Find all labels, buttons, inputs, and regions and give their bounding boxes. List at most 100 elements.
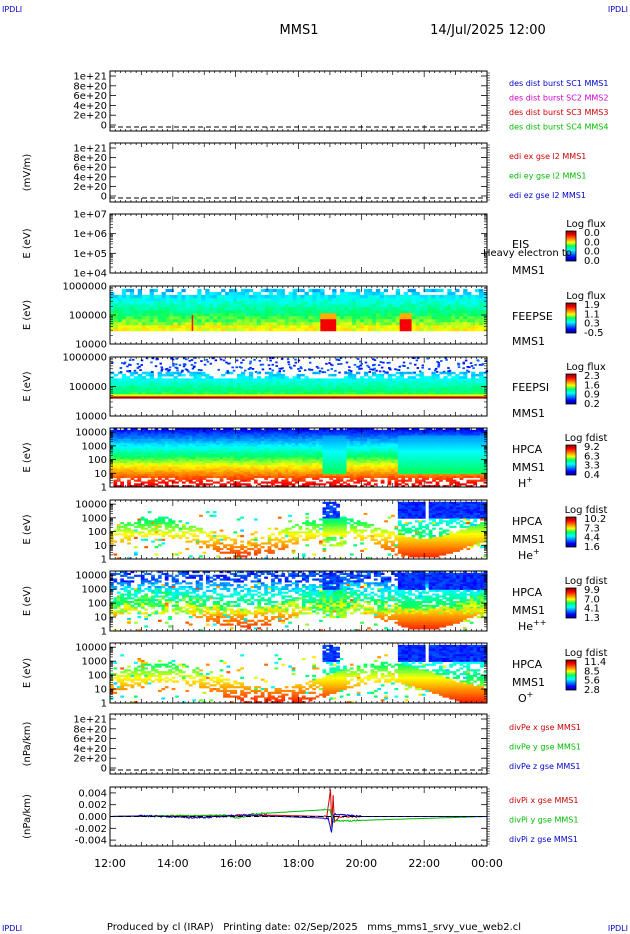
heatmap-cell (243, 455, 248, 458)
heatmap-cell (298, 370, 301, 372)
heatmap-cell (248, 371, 254, 375)
heatmap-cell (153, 385, 158, 388)
heatmap-cell (127, 435, 131, 438)
heatmap-cell (267, 466, 272, 469)
heatmap-cell (205, 433, 210, 436)
heatmap-cell (185, 389, 190, 392)
heatmap-cell (144, 446, 148, 449)
heatmap-cell (240, 448, 244, 451)
heatmap-cell (133, 378, 139, 381)
heatmap-cell (178, 463, 183, 466)
heatmap-cell (205, 444, 210, 447)
heatmap-cell (277, 481, 282, 484)
heatmap-cell (248, 324, 254, 329)
heatmap-cell (328, 385, 333, 388)
heatmap-cell (257, 472, 262, 475)
heatmap-cell (264, 442, 268, 445)
heatmap-cell (356, 303, 361, 308)
heatmap-cell (260, 387, 266, 390)
heatmap-cell (479, 303, 484, 308)
heatmap-cell (248, 312, 254, 317)
heatmap-cell (145, 306, 150, 311)
heatmap-cell (288, 312, 293, 317)
heatmap-cell (202, 435, 207, 438)
heatmap-cell (344, 309, 349, 314)
heatmap-cell (178, 364, 182, 367)
heatmap-cell (320, 294, 325, 299)
heatmap-cell (233, 470, 238, 473)
heatmap-cell (240, 451, 244, 455)
heatmap-cell (137, 457, 142, 460)
heatmap-cell (387, 373, 393, 377)
heatmap-cell (258, 371, 261, 374)
heatmap-cell (214, 359, 218, 362)
heatmap-cell (181, 294, 186, 299)
heatmap-cell (383, 321, 389, 326)
heatmap-cell (471, 393, 476, 397)
heatmap-cell (133, 463, 138, 466)
heatmap-cell (221, 312, 226, 317)
heatmap-cell (129, 306, 135, 311)
heatmap-cell (188, 459, 193, 462)
colorbar-tick-label: 0.0 (584, 237, 600, 248)
heatmap-cell (296, 391, 301, 395)
heatmap-cell (209, 429, 214, 432)
heatmap-cell (161, 327, 166, 332)
heatmap-cell (154, 451, 159, 455)
heatmap-cell (178, 450, 183, 453)
heatmap-cell (229, 306, 234, 311)
heatmap-cell (320, 385, 325, 388)
heatmap-cell (407, 378, 412, 381)
heatmap-cell (363, 396, 369, 399)
heatmap-cell (312, 391, 317, 395)
heatmap-cell (147, 466, 152, 469)
heatmap-cell (177, 321, 182, 326)
heatmap-cell (205, 288, 210, 293)
heatmap-cell (120, 439, 125, 442)
heatmap-cell (205, 453, 210, 456)
heatmap-cell (120, 446, 125, 449)
heatmap-cell (407, 389, 412, 392)
heatmap-cell (145, 312, 150, 317)
heatmap-cell (308, 306, 313, 311)
heatmap-cell (316, 387, 321, 390)
heatmap-cell (137, 455, 142, 458)
heatmap-cell (127, 481, 131, 484)
heatmap-cell (144, 444, 148, 447)
heatmap-cell (300, 315, 305, 320)
heatmap-cell (356, 371, 361, 375)
heatmap-cell (312, 303, 317, 308)
heatmap-cell (193, 382, 198, 386)
heatmap-cell (192, 453, 196, 456)
heatmap-cell (157, 481, 162, 484)
heatmap-cell (120, 468, 125, 471)
heatmap-cell (233, 321, 238, 326)
heatmap-cell (209, 380, 214, 384)
heatmap-cell (308, 378, 313, 381)
heatmap-cell (475, 393, 480, 397)
heatmap-cell (127, 474, 131, 477)
heatmap-cell (264, 391, 270, 395)
colorbar-tick-label: 0.2 (584, 399, 600, 410)
heatmap-cell (177, 371, 182, 375)
heatmap-cell (229, 453, 234, 456)
heatmap-cell (451, 380, 456, 384)
heatmap-cell (157, 439, 162, 442)
heatmap-cell (110, 387, 115, 390)
heatmap-cell (222, 359, 226, 362)
heatmap-cell (274, 464, 279, 468)
heatmap-cell (379, 312, 385, 317)
heatmap-cell (219, 477, 224, 480)
heatmap-cell (308, 380, 313, 384)
heatmap-cell (216, 440, 220, 444)
heatmap-cell (205, 297, 210, 302)
heatmap-cell (229, 439, 234, 442)
heatmap-cell (447, 378, 452, 381)
heatmap-cell (471, 373, 476, 377)
heatmap-cell (229, 448, 234, 451)
heatmap-cell (312, 393, 317, 397)
heatmap-cell (217, 368, 220, 371)
heatmap-cell (165, 321, 170, 326)
heatmap-cell (161, 442, 166, 445)
heatmap-cell (387, 382, 393, 386)
